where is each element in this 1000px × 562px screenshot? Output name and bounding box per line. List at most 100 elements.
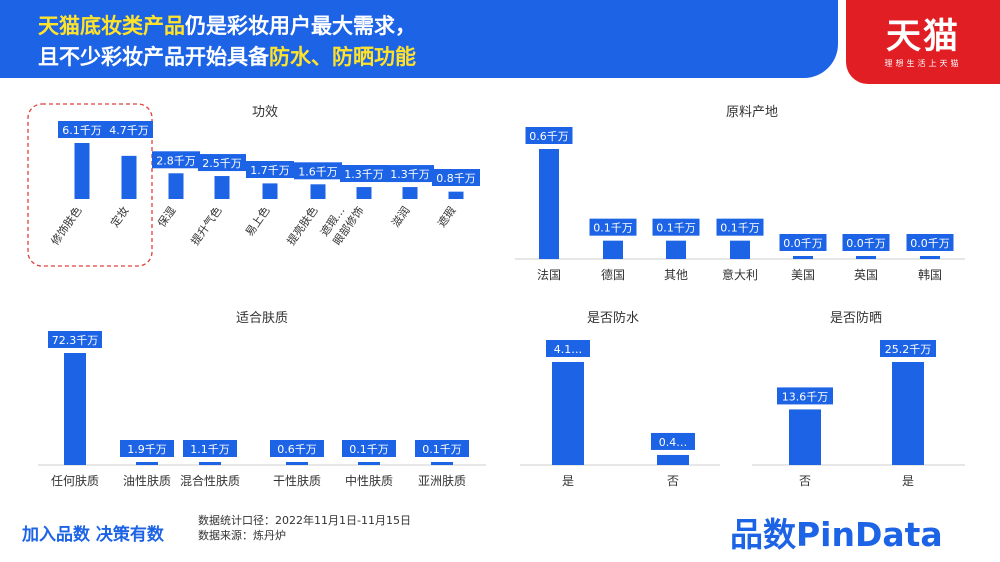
data-label-bg-skin-0 — [48, 331, 102, 348]
bar-origin-4 — [793, 256, 813, 259]
data-label-skin-0: 72.3千万 — [52, 334, 99, 347]
title-highlight-1: 天猫底妆类产品 — [38, 14, 185, 38]
category-label-efficacy-2: 保湿 — [154, 204, 178, 230]
data-label-bg-efficacy-3 — [198, 154, 246, 172]
data-label-origin-3: 0.1千万 — [720, 222, 760, 235]
data-label-sunscreen-1: 25.2千万 — [885, 343, 932, 356]
data-label-bg-sunscreen-0 — [777, 387, 833, 405]
data-label-bg-sunscreen-1 — [880, 340, 936, 357]
category-label-origin-2: 其他 — [664, 268, 688, 282]
bar-skin-4 — [358, 462, 380, 465]
pindata-brand: 品数PinData — [730, 515, 943, 554]
bar-origin-5 — [856, 256, 876, 259]
bar-sunscreen-1 — [892, 362, 924, 465]
data-label-efficacy-5: 1.6千万 — [298, 165, 338, 178]
data-label-efficacy-4: 1.7千万 — [250, 164, 290, 177]
highlight-dashed-box — [27, 103, 153, 267]
data-label-bg-efficacy-8 — [432, 169, 480, 186]
data-label-bg-origin-5 — [842, 234, 890, 251]
category-label-origin-1: 德国 — [601, 267, 625, 282]
data-label-bg-efficacy-2 — [152, 151, 200, 169]
bar-sunscreen-0 — [789, 409, 821, 465]
bar-efficacy-0 — [74, 143, 90, 199]
category-label-skin-4: 中性肤质 — [345, 473, 393, 488]
data-label-efficacy-7: 1.3千万 — [390, 168, 430, 181]
data-label-bg-efficacy-1 — [105, 121, 153, 138]
data-label-bg-skin-1 — [120, 440, 174, 457]
chart-title-sunscreen: 是否防晒 — [830, 310, 882, 326]
footer-tagline: 加入品数 决策有数 — [22, 525, 164, 545]
bar-efficacy-8 — [448, 191, 464, 199]
data-label-bg-origin-6 — [906, 234, 954, 251]
data-label-bg-skin-2 — [183, 440, 237, 457]
footer-source: 数据来源：炼丹炉 — [198, 529, 286, 542]
data-label-bg-efficacy-5 — [294, 162, 342, 180]
bar-efficacy-3 — [214, 176, 230, 199]
bar-origin-3 — [730, 240, 750, 259]
footer-stat-period: 数据统计口径：2022年11月1日-11月15日 — [198, 514, 411, 527]
bar-efficacy-7 — [402, 187, 418, 199]
category-label-efficacy-5: 提亮肤色 — [284, 204, 321, 248]
data-label-skin-5: 0.1千万 — [422, 443, 462, 456]
title-banner: 天猫底妆类产品仍是彩妆用户最大需求， 且不少彩妆产品开始具备防水、防晒功能 — [0, 0, 838, 78]
category-label-efficacy-9: 遮瑕 — [434, 204, 458, 230]
title-line-2: 且不少彩妆产品开始具备防水、防晒功能 — [38, 41, 416, 71]
bar-skin-2 — [199, 462, 221, 465]
category-label-waterproof-0: 是 — [562, 474, 574, 488]
data-label-efficacy-0: 6.1千万 — [62, 124, 102, 137]
data-label-skin-2: 1.1千万 — [190, 443, 230, 456]
bar-efficacy-1 — [121, 155, 137, 199]
category-label-efficacy-8: 滋润 — [388, 204, 412, 230]
data-label-efficacy-2: 2.8千万 — [156, 154, 196, 167]
data-label-bg-skin-3 — [270, 440, 324, 457]
bar-efficacy-2 — [168, 173, 184, 199]
bar-efficacy-5 — [310, 184, 326, 199]
category-label-skin-1: 油性肤质 — [123, 473, 171, 488]
data-label-skin-1: 1.9千万 — [127, 443, 167, 456]
bar-skin-3 — [286, 462, 308, 465]
category-label-origin-6: 韩国 — [918, 267, 942, 282]
category-label-origin-4: 美国 — [791, 268, 815, 282]
data-label-bg-skin-5 — [415, 440, 469, 457]
category-label-sunscreen-1: 是 — [902, 474, 914, 488]
data-label-efficacy-6: 1.3千万 — [344, 168, 384, 181]
data-label-bg-waterproof-0 — [546, 340, 590, 357]
data-label-skin-4: 0.1千万 — [349, 443, 389, 456]
data-label-bg-origin-1 — [589, 218, 637, 236]
data-label-origin-1: 0.1千万 — [593, 222, 633, 235]
data-label-bg-efficacy-6 — [340, 165, 388, 182]
bar-waterproof-1 — [657, 454, 689, 465]
title-highlight-2: 防水、防晒功能 — [269, 45, 416, 69]
category-label-origin-0: 法国 — [537, 268, 561, 282]
bar-skin-5 — [431, 462, 453, 465]
bar-skin-1 — [136, 462, 158, 465]
bar-efficacy-4 — [262, 183, 278, 199]
data-label-efficacy-1: 4.7千万 — [109, 124, 149, 137]
category-label-skin-2: 混合性肤质 — [180, 473, 240, 488]
data-label-origin-0: 0.6千万 — [529, 130, 569, 143]
category-label-efficacy-3: 提升气色 — [188, 204, 225, 248]
data-label-bg-origin-3 — [716, 218, 764, 236]
data-label-origin-2: 0.1千万 — [656, 222, 696, 235]
data-label-skin-3: 0.6千万 — [277, 443, 317, 456]
bar-origin-2 — [666, 240, 686, 259]
category-label-skin-5: 亚洲肤质 — [418, 473, 466, 488]
chart-title-origin: 原料产地 — [726, 105, 778, 120]
bar-skin-0 — [64, 353, 86, 465]
category-label-efficacy-1: 定妆 — [107, 204, 131, 230]
category-label-sunscreen-0: 否 — [799, 474, 811, 488]
data-label-bg-efficacy-4 — [246, 161, 294, 178]
chart-title-skin: 适合肤质 — [236, 311, 288, 326]
tmall-slogan: 理想生活上天猫 — [884, 59, 962, 68]
data-label-origin-4: 0.0千万 — [783, 237, 823, 250]
chart-title-waterproof: 是否防水 — [587, 310, 639, 326]
category-label-skin-0: 任何肤质 — [51, 473, 99, 488]
data-label-bg-origin-2 — [652, 218, 700, 236]
data-label-origin-5: 0.0千万 — [846, 237, 886, 250]
data-label-bg-efficacy-0 — [58, 121, 106, 138]
title-line-1: 天猫底妆类产品仍是彩妆用户最大需求， — [38, 10, 416, 40]
data-label-efficacy-8: 0.8千万 — [436, 172, 476, 185]
data-label-sunscreen-0: 13.6千万 — [782, 390, 829, 403]
bar-origin-1 — [603, 240, 623, 259]
